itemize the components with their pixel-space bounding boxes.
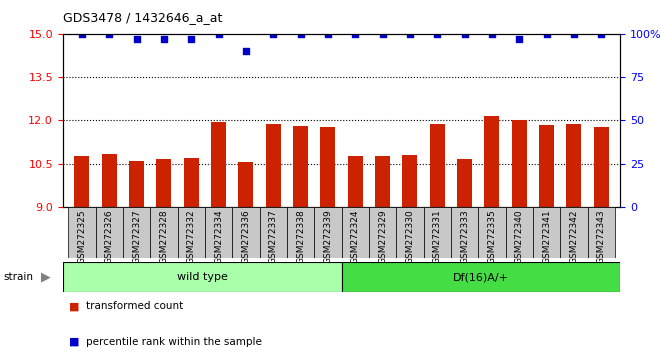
Text: GSM272331: GSM272331	[433, 210, 442, 264]
Point	[350, 31, 360, 36]
Bar	[403, 155, 417, 207]
Text: GSM272339: GSM272339	[323, 210, 333, 264]
Text: GSM272329: GSM272329	[378, 210, 387, 264]
Bar	[75, 156, 89, 207]
Point	[158, 36, 169, 42]
Point	[596, 31, 607, 36]
Point	[459, 31, 470, 36]
Point	[241, 48, 251, 54]
Bar	[478, 207, 506, 258]
Bar	[178, 207, 205, 258]
Bar	[232, 207, 259, 258]
Bar	[259, 207, 287, 258]
Bar	[102, 154, 117, 207]
Text: GSM272327: GSM272327	[132, 210, 141, 264]
Text: GSM272341: GSM272341	[542, 210, 551, 264]
Text: ▶: ▶	[41, 270, 51, 284]
Bar	[123, 207, 150, 258]
Bar	[512, 120, 527, 207]
Bar	[587, 207, 615, 258]
Bar	[533, 207, 560, 258]
Bar	[396, 207, 424, 258]
Bar	[266, 124, 280, 207]
Point	[541, 31, 552, 36]
Bar	[539, 125, 554, 207]
Text: strain: strain	[3, 272, 33, 282]
Point	[104, 31, 114, 36]
Text: GSM272336: GSM272336	[242, 210, 250, 264]
Text: GSM272332: GSM272332	[187, 210, 195, 264]
Bar	[183, 158, 199, 207]
Bar	[287, 207, 314, 258]
Bar	[506, 207, 533, 258]
Point	[295, 31, 306, 36]
Text: GSM272328: GSM272328	[159, 210, 168, 264]
Bar	[369, 207, 396, 258]
Bar	[96, 207, 123, 258]
Text: GSM272326: GSM272326	[105, 210, 114, 264]
Text: ■: ■	[69, 337, 80, 347]
Point	[213, 31, 224, 36]
Point	[486, 31, 497, 36]
Bar	[457, 159, 472, 207]
Bar	[560, 207, 587, 258]
Point	[186, 36, 197, 42]
Bar	[63, 262, 342, 292]
Text: Df(16)A/+: Df(16)A/+	[453, 272, 509, 282]
Text: GSM272324: GSM272324	[350, 210, 360, 264]
Text: GSM272343: GSM272343	[597, 210, 606, 264]
Bar	[68, 207, 96, 258]
Bar	[293, 126, 308, 207]
Bar	[424, 207, 451, 258]
Text: ■: ■	[69, 301, 80, 311]
Bar	[150, 207, 178, 258]
Point	[268, 31, 279, 36]
Text: GSM272342: GSM272342	[570, 210, 578, 264]
Bar	[129, 161, 144, 207]
Bar	[238, 162, 253, 207]
Bar	[342, 207, 369, 258]
Bar	[205, 207, 232, 258]
Point	[323, 31, 333, 36]
Text: percentile rank within the sample: percentile rank within the sample	[86, 337, 261, 347]
Point	[77, 31, 87, 36]
Bar	[430, 124, 445, 207]
Point	[514, 36, 525, 42]
Point	[378, 31, 388, 36]
Bar	[348, 156, 363, 207]
Text: GDS3478 / 1432646_a_at: GDS3478 / 1432646_a_at	[63, 11, 222, 24]
Text: transformed count: transformed count	[86, 301, 183, 311]
Point	[131, 36, 142, 42]
Text: GSM272335: GSM272335	[488, 210, 496, 264]
Bar	[594, 127, 609, 207]
Point	[569, 31, 579, 36]
Bar	[320, 127, 335, 207]
Bar	[484, 116, 500, 207]
Text: GSM272330: GSM272330	[405, 210, 414, 264]
Text: GSM272325: GSM272325	[77, 210, 86, 264]
Bar	[211, 122, 226, 207]
Text: GSM272334: GSM272334	[214, 210, 223, 264]
Bar	[375, 156, 390, 207]
Text: GSM272338: GSM272338	[296, 210, 305, 264]
Bar	[342, 262, 620, 292]
Point	[432, 31, 442, 36]
Point	[405, 31, 415, 36]
Bar	[566, 124, 581, 207]
Bar	[156, 159, 172, 207]
Text: GSM272333: GSM272333	[460, 210, 469, 264]
Bar	[451, 207, 478, 258]
Bar	[314, 207, 342, 258]
Text: wild type: wild type	[177, 272, 228, 282]
Text: GSM272337: GSM272337	[269, 210, 278, 264]
Text: GSM272340: GSM272340	[515, 210, 524, 264]
